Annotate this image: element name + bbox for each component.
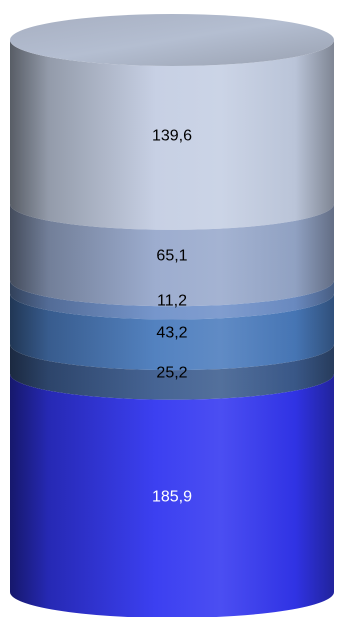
cylinder-segment-4 [10, 203, 334, 307]
data-label-0: 185,9 [152, 488, 192, 505]
cylinder-segment-2 [10, 293, 334, 371]
cylinder-segment-1 [10, 344, 334, 400]
data-label-5: 139,6 [152, 127, 192, 144]
cylinder-segment-5 [10, 40, 334, 230]
cylinder-segment-0 [10, 373, 334, 617]
cylinder-top-cap [10, 14, 334, 66]
data-label-3: 11,2 [157, 292, 187, 309]
data-label-2: 43,2 [156, 324, 187, 341]
data-label-4: 65,1 [156, 248, 187, 265]
cylinder-segment-3 [10, 280, 334, 320]
data-label-1: 25,2 [156, 364, 187, 381]
